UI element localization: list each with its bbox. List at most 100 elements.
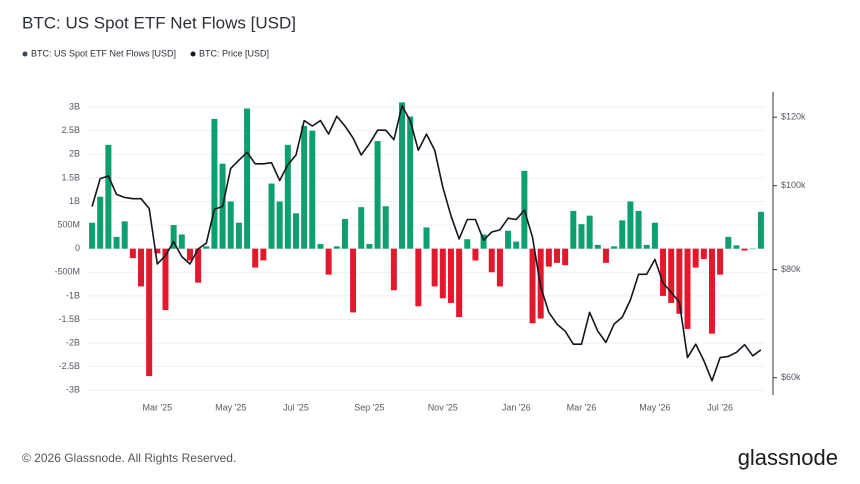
y-tick-label: 500M: [57, 219, 80, 229]
y2-tick-label: $60k: [781, 372, 801, 382]
bar: [276, 201, 283, 249]
bar: [725, 236, 732, 249]
bar: [138, 248, 145, 287]
bar: [717, 248, 724, 275]
bar: [260, 248, 267, 261]
bar: [358, 207, 365, 249]
chart-title: BTC: US Spot ETF Net Flows [USD]: [22, 13, 296, 32]
bar: [611, 246, 618, 249]
bar: [415, 248, 422, 307]
y-tick-label: -1.5B: [58, 314, 80, 324]
bar: [660, 248, 667, 296]
y2-tick-label: $120k: [781, 112, 806, 122]
y-tick-label: 1.5B: [61, 172, 80, 182]
y-tick-label: 1B: [69, 196, 80, 206]
bar: [684, 248, 691, 329]
bar: [627, 201, 634, 249]
bar: [692, 248, 699, 268]
bar: [146, 248, 153, 377]
bar: [431, 248, 438, 287]
legend-label: BTC: Price [USD]: [199, 48, 269, 58]
bar: [333, 246, 340, 249]
y-tick-label: 0: [75, 243, 80, 253]
x-tick-label: Jul '26: [707, 402, 733, 412]
y-tick-label: -500M: [54, 267, 80, 277]
bar: [268, 183, 275, 249]
bar: [301, 125, 308, 249]
bar: [292, 213, 299, 249]
bar: [439, 248, 446, 299]
bar: [447, 248, 454, 303]
bar: [235, 222, 242, 249]
bar: [529, 248, 536, 324]
x-tick-label: Sep '25: [354, 402, 384, 412]
bar: [162, 248, 169, 311]
x-tick-label: Jul '25: [283, 402, 309, 412]
bar: [252, 248, 259, 268]
bar: [89, 222, 96, 249]
bar: [619, 220, 626, 249]
bar: [562, 248, 569, 266]
bar: [643, 244, 650, 249]
bar: [309, 130, 316, 249]
bar: [578, 224, 585, 249]
legend-dot: [190, 51, 196, 57]
bar: [105, 144, 112, 249]
bar: [129, 248, 136, 259]
bar: [594, 244, 601, 249]
x-tick-label: Jan '26: [502, 402, 531, 412]
bar: [554, 248, 561, 263]
copyright: © 2026 Glassnode. All Rights Reserved.: [22, 451, 236, 465]
x-tick-label: Nov '25: [428, 402, 458, 412]
bar: [170, 225, 177, 249]
bar: [586, 215, 593, 249]
y-tick-label: -1B: [66, 290, 80, 300]
y2-tick-label: $80k: [781, 264, 801, 274]
bar: [325, 248, 332, 275]
bar: [700, 248, 707, 260]
price-line: [91, 104, 762, 382]
bar: [570, 210, 577, 249]
bar: [350, 248, 357, 313]
bar: [121, 221, 128, 249]
x-tick-label: May '25: [215, 402, 246, 412]
bar: [154, 248, 161, 254]
bar: [456, 248, 463, 318]
bar: [244, 108, 251, 249]
legend-label: BTC: US Spot ETF Net Flows [USD]: [31, 48, 176, 58]
bar: [113, 236, 120, 249]
bar: [505, 230, 512, 249]
y-tick-label: -2.5B: [58, 361, 80, 371]
y-tick-label: 3B: [69, 101, 80, 111]
x-tick-label: Mar '26: [567, 402, 597, 412]
x-tick-label: May '26: [639, 402, 670, 412]
legend-dot: [22, 51, 28, 57]
bar: [399, 102, 406, 249]
bar: [97, 196, 104, 249]
y2-tick-label: $100k: [781, 180, 806, 190]
bar: [464, 239, 471, 249]
bar: [390, 248, 397, 291]
y-tick-label: 2.5B: [61, 125, 80, 135]
bar: [480, 234, 487, 249]
bar: [195, 248, 202, 283]
bar: [513, 241, 520, 249]
bar: [668, 248, 675, 303]
bar: [423, 227, 430, 249]
bar: [211, 118, 218, 249]
bar: [341, 218, 348, 249]
x-tick-label: Mar '25: [142, 402, 172, 412]
bar: [407, 116, 414, 249]
bar: [757, 211, 764, 249]
bar: [178, 234, 185, 249]
brand: glassnode: [738, 445, 838, 470]
bar: [472, 248, 479, 261]
bar: [602, 248, 609, 263]
bar: [496, 248, 503, 287]
y-tick-label: -3B: [66, 385, 80, 395]
bar: [317, 243, 324, 249]
bar: [708, 248, 715, 334]
y-tick-label: 2B: [69, 149, 80, 159]
bar: [284, 144, 291, 249]
